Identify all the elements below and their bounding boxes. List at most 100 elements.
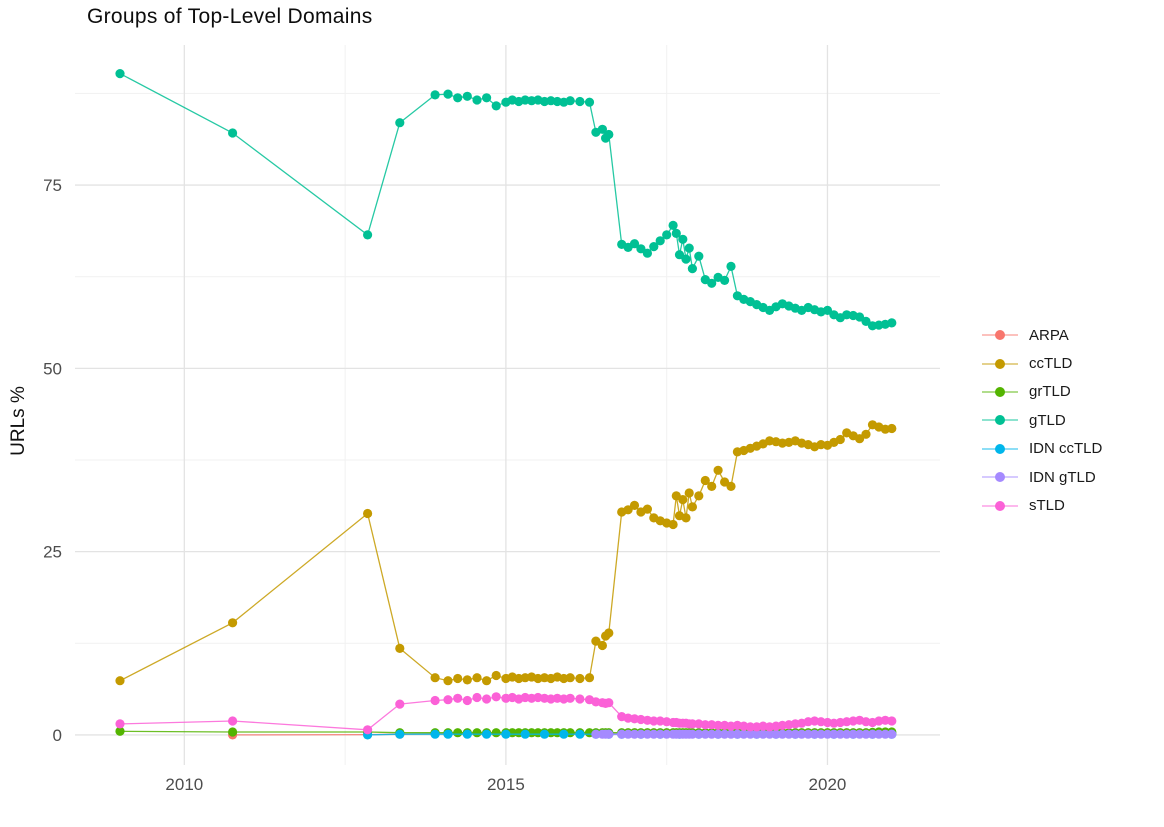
data-point — [713, 720, 723, 731]
data-point — [681, 513, 691, 523]
data-point — [758, 729, 768, 739]
data-point — [752, 729, 762, 739]
legend-item-gtld: gTLD — [982, 406, 1102, 434]
legend-label: ARPA — [1029, 326, 1069, 344]
data-point — [501, 729, 511, 739]
data-point — [363, 725, 373, 735]
data-point — [678, 234, 688, 244]
data-point — [443, 89, 453, 99]
data-point — [591, 729, 601, 739]
data-point — [575, 96, 585, 107]
data-point — [462, 729, 472, 739]
data-point — [584, 97, 595, 107]
data-point — [694, 251, 704, 261]
data-point — [855, 729, 865, 739]
data-point — [707, 481, 717, 491]
data-point — [642, 504, 653, 514]
data-point — [472, 728, 482, 738]
data-point — [726, 261, 736, 271]
data-point — [687, 502, 698, 512]
data-point — [363, 508, 373, 519]
data-point — [694, 491, 704, 501]
data-point — [636, 729, 646, 739]
legend-key-icon — [982, 326, 1018, 344]
data-point — [565, 673, 575, 683]
data-point — [867, 729, 878, 739]
data-point — [687, 729, 698, 739]
legend-item-stld: sTLD — [982, 491, 1102, 519]
data-point — [565, 96, 575, 106]
data-point — [700, 475, 710, 486]
data-point — [668, 220, 678, 230]
data-point — [491, 728, 501, 738]
data-point — [842, 729, 852, 739]
data-point — [694, 729, 704, 739]
data-point — [835, 434, 845, 445]
data-point — [395, 699, 405, 709]
data-point — [482, 694, 492, 704]
data-point — [228, 727, 238, 737]
data-point — [395, 729, 405, 739]
data-point — [604, 698, 614, 708]
data-point — [662, 729, 672, 739]
data-point — [861, 429, 871, 439]
data-point — [395, 118, 405, 128]
data-point — [848, 729, 858, 739]
data-point — [861, 316, 871, 326]
data-point — [623, 505, 633, 515]
data-point — [604, 729, 614, 739]
data-point — [790, 729, 800, 739]
data-point — [430, 695, 440, 706]
x-tick-label: 2010 — [165, 775, 203, 794]
data-point — [443, 695, 453, 705]
data-point — [855, 434, 865, 444]
series-idn-gtld — [591, 729, 897, 739]
data-point — [472, 673, 482, 683]
data-point — [671, 228, 681, 238]
data-point — [559, 729, 569, 739]
data-point — [700, 729, 710, 739]
y-tick-label: 75 — [43, 176, 62, 195]
data-point — [115, 69, 125, 79]
data-point — [453, 673, 463, 684]
data-point — [887, 729, 897, 739]
data-point — [797, 729, 807, 739]
data-point — [575, 694, 585, 704]
data-point — [642, 248, 653, 258]
legend-dot-icon — [995, 358, 1005, 369]
data-point — [453, 728, 463, 738]
data-point — [887, 318, 897, 328]
data-point — [822, 305, 833, 315]
data-point — [443, 729, 453, 739]
data-point — [713, 729, 723, 739]
data-point — [777, 729, 788, 739]
data-point — [539, 729, 550, 739]
x-tick-label: 2020 — [809, 775, 847, 794]
data-point — [520, 729, 530, 739]
data-point — [430, 673, 440, 683]
data-point — [720, 477, 730, 487]
legend-label: grTLD — [1029, 383, 1071, 401]
data-point — [649, 716, 659, 726]
data-point — [713, 465, 723, 475]
data-point — [655, 729, 665, 739]
data-point — [674, 250, 685, 260]
series-gtld — [115, 69, 897, 331]
y-tick-label: 25 — [43, 543, 62, 562]
data-point — [491, 101, 501, 111]
data-point — [803, 729, 813, 739]
legend-label: IDN gTLD — [1029, 468, 1096, 486]
data-point — [861, 729, 871, 739]
data-point — [395, 643, 405, 654]
legend-dot-icon — [995, 472, 1005, 483]
data-point — [720, 729, 730, 739]
data-point — [472, 692, 482, 703]
data-point — [491, 670, 501, 681]
legend-key-icon — [982, 468, 1018, 486]
legend-dot-icon — [995, 386, 1005, 397]
data-point — [115, 676, 125, 686]
legend-item-arpa: ARPA — [982, 321, 1102, 349]
y-tick-label: 50 — [43, 359, 62, 378]
data-point — [462, 695, 472, 706]
